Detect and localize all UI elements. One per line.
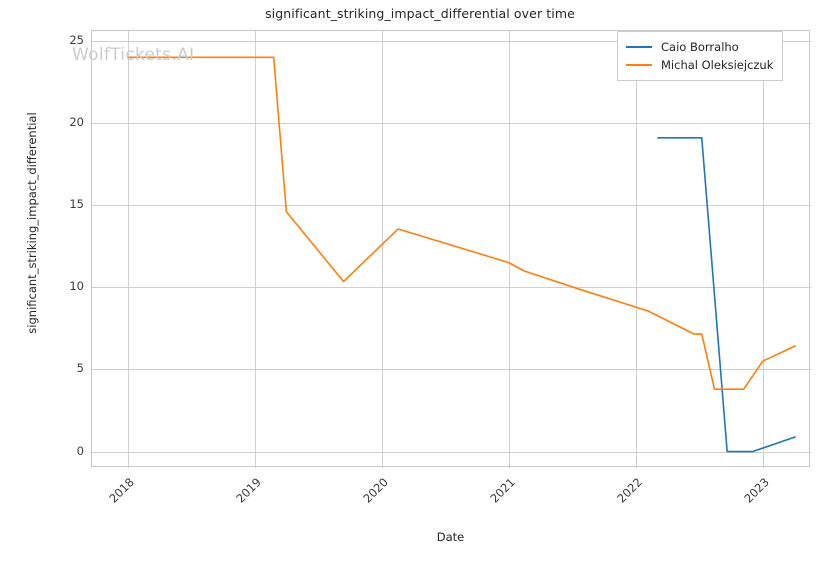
y-axis-label: significant_striking_impact_differential	[25, 112, 39, 334]
legend-swatch-michal-oleksiejczuk	[626, 64, 652, 66]
x-tick-label: 2022	[613, 475, 645, 506]
x-tick-label: 2021	[486, 475, 518, 506]
x-axis-label: Date	[436, 530, 465, 544]
x-axis-ticks: 2018 2019 2020 2021 2022 2023	[0, 467, 840, 527]
series-line-michal-oleksiejczuk	[127, 56, 797, 390]
x-tick-label: 2018	[105, 475, 137, 506]
legend-label-michal-oleksiejczuk: Michal Oleksiejczuk	[661, 58, 774, 72]
plot-area	[91, 30, 811, 468]
chart-title: significant_striking_impact_differential…	[265, 6, 575, 21]
y-tick-label: 15	[69, 197, 84, 212]
legend-item-michal-oleksiejczuk[interactable]: Michal Oleksiejczuk	[626, 56, 773, 74]
x-tick-label: 2019	[232, 475, 264, 506]
legend-swatch-caio-borralho	[626, 46, 652, 48]
y-tick-label: 10	[69, 279, 84, 294]
x-tick-label: 2020	[359, 475, 391, 506]
gridlines	[92, 31, 811, 468]
y-tick-label: 5	[76, 361, 84, 376]
legend: Caio Borralho Michal Oleksiejczuk	[617, 31, 784, 81]
legend-label-caio-borralho: Caio Borralho	[661, 40, 739, 54]
y-tick-label: 0	[76, 443, 84, 458]
y-tick-label: 20	[69, 115, 84, 129]
series-lines	[127, 56, 797, 453]
legend-item-caio-borralho[interactable]: Caio Borralho	[626, 38, 773, 56]
y-tick-label: 25	[69, 32, 84, 47]
x-tick-label: 2023	[741, 475, 772, 506]
y-axis-ticks: 0 5 10 15 20 25	[28, 30, 84, 467]
series-line-caio-borralho	[657, 136, 797, 453]
